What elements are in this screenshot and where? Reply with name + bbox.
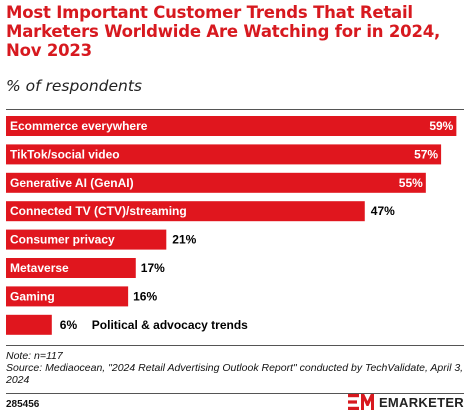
bottom-divider bbox=[6, 345, 464, 346]
chart-subtitle: % of respondents bbox=[6, 77, 143, 95]
category-label-3: Connected TV (CTV)/streaming bbox=[10, 204, 187, 218]
value-label-7: 6% bbox=[60, 318, 78, 332]
bar-0 bbox=[6, 116, 457, 136]
value-label-5: 17% bbox=[141, 261, 165, 275]
category-label-5: Metaverse bbox=[10, 261, 69, 275]
footnotes: Note: n=117 Source: Mediaocean, "2024 Re… bbox=[6, 350, 464, 386]
category-label-2: Generative AI (GenAI) bbox=[10, 176, 134, 190]
category-label-0: Ecommerce everywhere bbox=[10, 119, 148, 133]
bar-2 bbox=[6, 172, 426, 193]
bar-4 bbox=[6, 229, 167, 250]
category-label-4: Consumer privacy bbox=[10, 233, 115, 247]
brand: EMARKETER bbox=[347, 393, 464, 411]
chart-area: Ecommerce everywhere 59% TikTok/social vid… bbox=[0, 100, 470, 350]
source-text: Source: Mediaocean, "2024 Retail Adverti… bbox=[6, 362, 464, 386]
value-label-2: 55% bbox=[399, 176, 423, 190]
category-label-1: TikTok/social video bbox=[10, 147, 120, 161]
note-text: Note: n=117 bbox=[6, 350, 63, 362]
emarketer-logo-icon bbox=[347, 394, 374, 410]
value-label-1: 57% bbox=[414, 147, 438, 161]
value-label-0: 59% bbox=[429, 119, 453, 133]
chart-id: 285456 bbox=[6, 399, 40, 410]
bar-chart: Ecommerce everywhere 59% TikTok/social vid… bbox=[6, 116, 457, 335]
value-label-6: 16% bbox=[133, 289, 157, 303]
top-divider bbox=[6, 109, 464, 110]
category-label-7: Political & advocacy trends bbox=[92, 318, 248, 332]
bar-1 bbox=[6, 144, 442, 165]
chart-title: Most Important Customer Trends That Reta… bbox=[6, 3, 441, 60]
bar-7 bbox=[6, 314, 52, 335]
bar-3 bbox=[6, 201, 365, 222]
footer-divider bbox=[6, 393, 464, 394]
value-label-4: 21% bbox=[172, 233, 196, 247]
brand-name: EMARKETER bbox=[378, 394, 464, 410]
category-label-6: Gaming bbox=[10, 289, 55, 303]
bar-5 bbox=[6, 258, 136, 278]
value-label-3: 47% bbox=[371, 204, 395, 218]
bar-6 bbox=[6, 286, 129, 307]
